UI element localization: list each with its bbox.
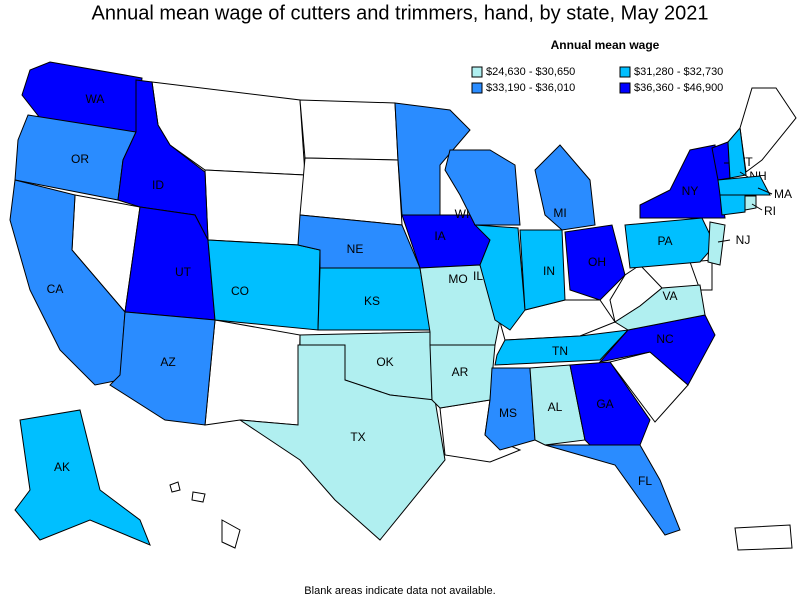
state-label: IL [473,269,483,283]
legend-swatch [619,82,631,94]
no-data-states [71,81,797,551]
state-label: KS [364,294,380,308]
state-label: PA [657,234,672,248]
state-label: RI [764,204,776,218]
state-label: AK [54,460,70,474]
leader-line [739,171,749,178]
state-label: MO [448,272,467,286]
state-shape [429,344,496,409]
state-shape [564,224,626,301]
leader-line [751,203,763,211]
leader-line [757,187,773,195]
state-label: MS [499,406,517,420]
state-shape [707,221,726,266]
leader-line [717,239,731,243]
state-shape [624,217,716,269]
state-shape [614,284,706,331]
state-shape [9,179,126,386]
state-shape [689,259,713,291]
state-shape [529,364,586,446]
state-shape [239,344,446,541]
state-label: OR [71,152,89,166]
state-label: NJ [736,233,751,247]
state-label: VA [662,289,677,303]
state-label: OH [588,255,606,269]
state-label: TX [350,430,365,444]
state-label: WI [455,207,470,221]
state-shape [394,102,471,216]
state-label: IN [543,264,555,278]
island [221,519,241,549]
state-label: MI [553,206,566,220]
legend-label: $33,190 - $36,010 [486,82,575,94]
state-label: CO [231,284,249,298]
state-shape [14,409,151,546]
legend-label: $24,630 - $30,650 [486,66,575,78]
state-label: OK [376,355,393,369]
state-shape [717,175,771,196]
state-shape [299,157,403,226]
state-label: AZ [160,355,175,369]
state-label: WA [86,92,105,106]
island [734,524,793,551]
state-shape [727,126,747,179]
state-label: FL [638,474,652,488]
footnote: Blank areas indicate data not available. [304,585,495,597]
state-label: TN [552,344,568,358]
state-shape [473,224,526,331]
state-shape [519,229,566,311]
state-shape [299,99,399,161]
legend-title: Annual mean wage [551,38,660,52]
legend-label: $31,280 - $32,730 [634,66,723,78]
state-shape [534,144,596,231]
state-label: NC [656,332,674,346]
state-label: AL [548,400,563,414]
state-shape [719,194,746,216]
state-shape [544,444,681,536]
state-label: AR [452,365,469,379]
legend-label: $36,360 - $46,900 [634,82,723,94]
state-label: NE [347,242,364,256]
map-title: Annual mean wage of cutters and trimmers… [92,2,709,24]
state-shape [207,239,321,331]
legend-swatch [471,66,483,78]
state-label: NY [682,184,699,198]
state-label: GA [596,397,613,411]
state-shape [744,195,757,211]
state-label: IA [434,229,445,243]
state-shape [204,319,301,426]
state-shape [204,169,306,246]
island [191,491,206,503]
island [169,481,181,493]
legend-swatch [619,66,631,78]
state-label: CA [47,282,64,296]
state-shape [639,144,726,219]
state-shape [444,149,521,226]
state-shape [494,329,630,366]
state-label: ID [152,178,164,192]
legend-swatch [471,82,483,94]
state-label: UT [175,265,192,279]
state-label: MA [774,187,792,201]
